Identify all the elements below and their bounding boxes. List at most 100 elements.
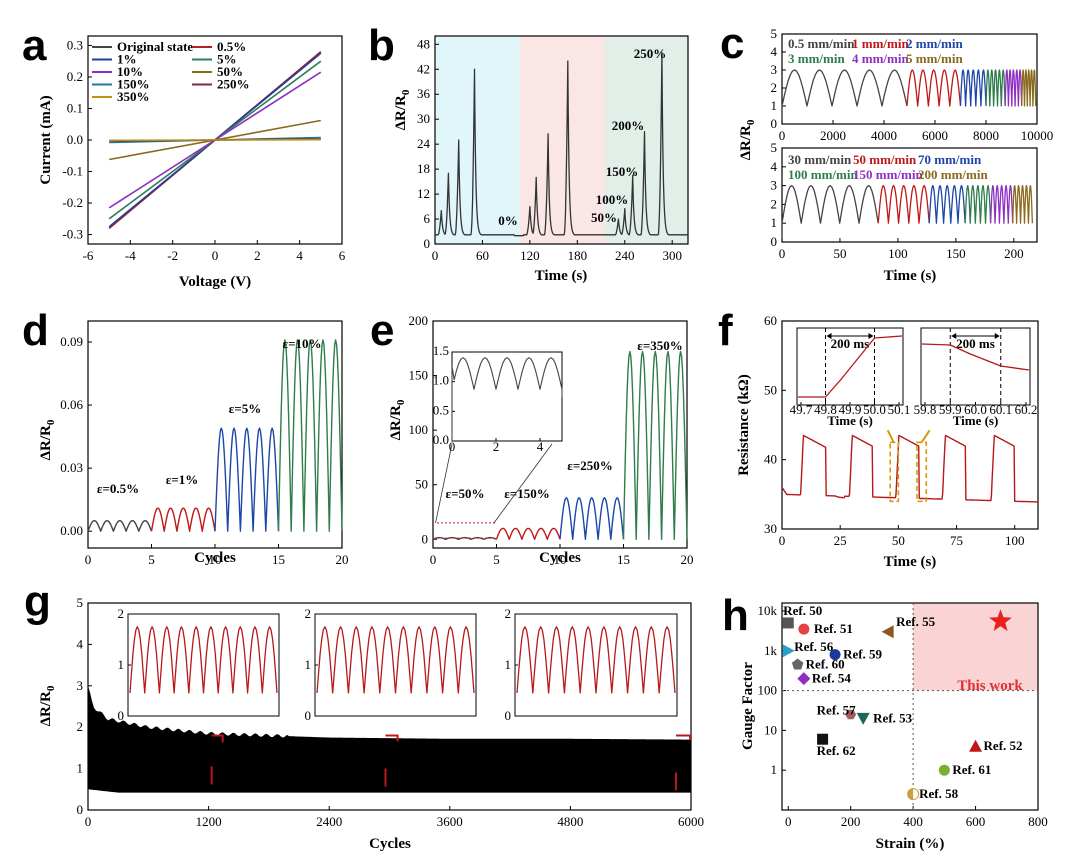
- legend-label: 3 mm/min: [788, 51, 845, 66]
- x-tick-label: -2: [167, 248, 178, 263]
- inset-frame: [796, 327, 904, 406]
- strain-label: ε=0.5%: [97, 481, 139, 496]
- x-tick-label: 0: [430, 552, 437, 567]
- legend-label: 150%: [117, 77, 150, 92]
- y-tick-label: 0: [771, 116, 778, 131]
- cycle-segment: [622, 350, 688, 540]
- y-tick-label: 200: [409, 313, 429, 328]
- x-tick-label: 800: [1028, 814, 1048, 829]
- rate-segment: [877, 184, 930, 224]
- legend-label: 4 mm/min: [852, 51, 909, 66]
- point-label: Ref. 54: [812, 671, 851, 686]
- y-tick-label: 3: [771, 62, 778, 77]
- panel-c-ylabel: ΔR/R0: [738, 119, 757, 160]
- panel-d-ylabel-sub: 0: [45, 419, 57, 425]
- point-label: Ref. 55: [896, 614, 935, 629]
- panel-b-ylabel-main: ΔR/R: [393, 95, 409, 130]
- panel-b-regions: [435, 36, 688, 244]
- panel-h-ticks: 0 200 400 600 800 1 10 100 1k 10k: [758, 603, 1048, 829]
- panel-a-series: [108, 51, 322, 229]
- x-tick-label: 0: [85, 814, 92, 829]
- rate-segment: [781, 69, 908, 121]
- panel-a-xlabel: Voltage (V): [179, 274, 251, 290]
- inset-xlabel: Time (s): [953, 413, 999, 428]
- strain-annotation: 150%: [606, 164, 639, 179]
- this-work-label: This work: [957, 678, 1023, 694]
- x-tick-label: 100: [1005, 533, 1025, 548]
- legend-label: 2 mm/min: [906, 36, 963, 51]
- panel-e-series: [432, 350, 688, 540]
- y-tick-label: 30: [764, 521, 777, 536]
- panel-h-ylabel: Gauge Factor: [740, 662, 756, 750]
- panel-b: b 0 60 120 180 240 300 0 6 12 18 24 30 36 42 48 0% 50% 1…: [368, 21, 689, 284]
- data-point: [845, 709, 857, 720]
- x-tick-label: 20: [681, 552, 694, 567]
- cycle-segment: [559, 497, 625, 540]
- panel-f-frame: [781, 320, 1039, 530]
- data-point: [969, 739, 983, 752]
- interval-label: 200 ms: [831, 336, 870, 351]
- point-label: Ref. 58: [919, 786, 958, 801]
- x-tick-label: 25: [834, 533, 847, 548]
- y-tick-label: 0: [424, 236, 431, 251]
- panel-letter-b: b: [368, 21, 395, 70]
- y-tick-label: 0.2: [67, 69, 83, 84]
- point-label: Ref. 59: [843, 647, 882, 662]
- x-tick-label: 100: [888, 246, 908, 261]
- rate-segment: [1021, 69, 1037, 107]
- point-label: Ref. 62: [817, 743, 856, 758]
- x-tick-label: 6000: [678, 814, 704, 829]
- inset-line: [129, 626, 278, 694]
- legend-label: 50 mm/min: [853, 152, 917, 167]
- legend-label: 10%: [117, 64, 143, 79]
- y-tick-label: 30: [417, 111, 430, 126]
- panel-h: h 0 200 400 600 800 1 10 100 1k 10k Ref. 50 Ref. 5…: [722, 591, 1048, 852]
- inset-frame: [920, 327, 1031, 406]
- strain-label: ε=250%: [567, 458, 612, 473]
- highlight-box: [210, 734, 224, 809]
- panel-d: d 0 5 10 15 20 0.00 0.03 0.06 0.09 ε=0.5% ε=1% ε=5…: [22, 306, 349, 567]
- x-tick-label: 59.9: [939, 402, 962, 417]
- panel-b-xlabel: Time (s): [535, 268, 588, 284]
- legend-label: 100 mm/min: [788, 167, 858, 182]
- x-tick-label: 600: [966, 814, 986, 829]
- x-tick-label: 2: [254, 248, 261, 263]
- panel-letter-f: f: [718, 306, 733, 355]
- legend-label: Original state: [117, 39, 193, 54]
- strain-label: ε=150%: [504, 486, 549, 501]
- legend-label: 150 mm/min: [853, 167, 923, 182]
- y-tick-label: 12: [417, 186, 430, 201]
- panel-g-ylabel: ΔR/R0: [38, 685, 57, 726]
- inset-frame: [451, 351, 563, 442]
- point-label: Ref. 57: [817, 703, 856, 718]
- rate-segment: [985, 69, 1006, 107]
- rate-segment: [1012, 184, 1034, 224]
- cycle-envelope: [88, 685, 691, 793]
- x-tick-label: 59.8: [914, 402, 937, 417]
- y-tick-label: -0.2: [62, 195, 83, 210]
- inset-pointer: [493, 443, 553, 524]
- y-tick-label: 1: [118, 657, 125, 672]
- y-tick-label: 50: [764, 382, 777, 397]
- data-point: [817, 733, 829, 745]
- strain-annotation: 100%: [596, 192, 629, 207]
- arrow-head: [826, 333, 832, 339]
- y-tick-label: -0.3: [62, 227, 83, 242]
- panel-a: a -6 -4 -2 0 2 4 6 -0.3 -0.2 -0.1 0.0 0.1 0.2 0.3 Ori…: [22, 21, 346, 290]
- y-tick-label: 0: [77, 802, 84, 817]
- y-tick-label: 1: [771, 98, 778, 113]
- this-work-point: [989, 609, 1012, 631]
- legend-label: 1%: [117, 52, 137, 67]
- x-tick-label: 200: [841, 814, 861, 829]
- y-tick-label: 0: [118, 708, 125, 723]
- y-tick-label: 48: [417, 36, 430, 51]
- x-tick-label: 0: [779, 246, 786, 261]
- panel-d-ticks: 0 5 10 15 20 0.00 0.03 0.06 0.09: [60, 334, 348, 567]
- x-tick-label: 6000: [922, 128, 948, 143]
- data-point: [791, 658, 804, 670]
- panel-c-bottom-frame: [781, 147, 1038, 243]
- y-tick-label: 5: [771, 140, 778, 155]
